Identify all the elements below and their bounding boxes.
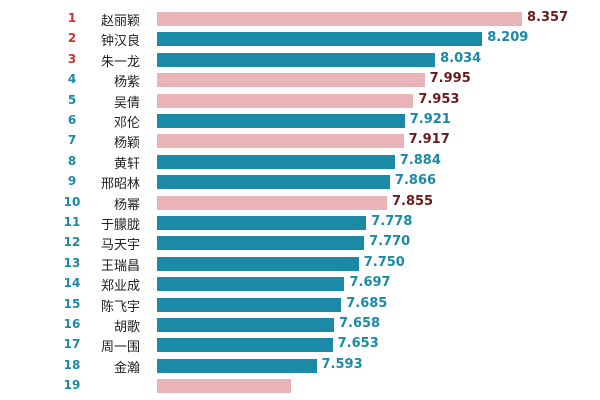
person-name: 邢昭林 bbox=[100, 177, 140, 193]
person-name: 周一围 bbox=[100, 340, 140, 356]
score-bar bbox=[157, 73, 425, 88]
rank-number: 12 bbox=[63, 235, 81, 250]
score-value-label: 7.995 bbox=[429, 71, 471, 87]
score-bar bbox=[157, 277, 345, 292]
score-value-label: 7.750 bbox=[363, 254, 405, 270]
score-bar bbox=[157, 256, 359, 271]
score-bar bbox=[157, 379, 292, 394]
score-bar bbox=[157, 216, 367, 230]
rank-number: 8 bbox=[67, 153, 77, 168]
person-name: 钟汉良 bbox=[100, 34, 140, 50]
rank-number: 6 bbox=[67, 113, 77, 127]
rank-number: 17 bbox=[63, 337, 81, 352]
score-bar bbox=[157, 134, 404, 149]
score-value-label: 7.778 bbox=[371, 214, 413, 229]
score-bar bbox=[157, 297, 342, 312]
person-name: 陈飞宇 bbox=[100, 299, 140, 315]
score-value-label: 8.209 bbox=[487, 30, 529, 46]
score-value-label: 7.866 bbox=[394, 173, 437, 189]
score-bar bbox=[157, 52, 436, 67]
person-name: 杨幂 bbox=[113, 197, 140, 213]
score-value-label: 7.697 bbox=[349, 275, 391, 291]
person-name: 马天宇 bbox=[100, 238, 140, 254]
score-bar bbox=[157, 195, 387, 210]
score-bar bbox=[157, 32, 483, 47]
score-bar bbox=[157, 318, 334, 332]
score-bar bbox=[157, 154, 395, 169]
score-value-label: 7.653 bbox=[337, 336, 379, 352]
rank-number: 4 bbox=[67, 72, 77, 87]
rank-number: 18 bbox=[63, 357, 81, 372]
rank-number: 16 bbox=[63, 317, 81, 331]
score-value-label: 7.593 bbox=[321, 356, 363, 372]
rank-number: 11 bbox=[63, 215, 81, 229]
rank-number: 10 bbox=[63, 194, 81, 209]
score-value-label: 7.855 bbox=[391, 193, 434, 209]
score-value-label: 7.884 bbox=[399, 152, 441, 168]
rank-number: 14 bbox=[63, 276, 81, 291]
rank-number: 9 bbox=[67, 174, 77, 189]
rank-number: 3 bbox=[67, 51, 77, 66]
score-bar bbox=[157, 338, 333, 353]
score-value-label: 7.917 bbox=[408, 132, 450, 148]
person-name: 邓伦 bbox=[113, 116, 140, 131]
score-bar bbox=[157, 93, 414, 108]
score-value-label: 7.685 bbox=[346, 295, 388, 311]
person-name: 黄轩 bbox=[113, 156, 140, 172]
rank-number: 13 bbox=[63, 255, 81, 270]
person-name: 于朦胧 bbox=[100, 218, 140, 233]
rank-number: 2 bbox=[67, 31, 77, 46]
score-value-label: 7.770 bbox=[369, 234, 411, 250]
person-name: 吴倩 bbox=[113, 95, 140, 111]
rank-number: 1 bbox=[67, 11, 77, 25]
score-value-label: 7.658 bbox=[338, 316, 381, 331]
person-name: 胡歌 bbox=[113, 320, 140, 335]
rank-number: 7 bbox=[67, 133, 77, 148]
score-bar bbox=[157, 175, 390, 190]
person-name: 郑业成 bbox=[100, 279, 140, 295]
score-bar bbox=[157, 236, 365, 251]
rank-number: 19 bbox=[63, 378, 81, 393]
person-name: 金瀚 bbox=[113, 360, 140, 376]
person-name: 赵丽颖 bbox=[100, 14, 140, 29]
person-name: 杨颖 bbox=[113, 136, 140, 152]
score-value-label: 8.357 bbox=[527, 10, 569, 25]
score-value-label: 7.953 bbox=[418, 91, 460, 107]
person-name: 王瑞昌 bbox=[100, 258, 140, 274]
person-name: 杨紫 bbox=[113, 75, 140, 91]
rank-number: 15 bbox=[63, 296, 81, 311]
score-bar bbox=[157, 12, 522, 26]
score-value-label: 7.921 bbox=[409, 112, 451, 127]
score-value-label: 8.034 bbox=[440, 50, 482, 66]
rank-number: 5 bbox=[67, 92, 77, 107]
person-name: 朱一龙 bbox=[100, 54, 140, 70]
score-bar bbox=[157, 114, 405, 128]
score-bar bbox=[157, 358, 317, 373]
